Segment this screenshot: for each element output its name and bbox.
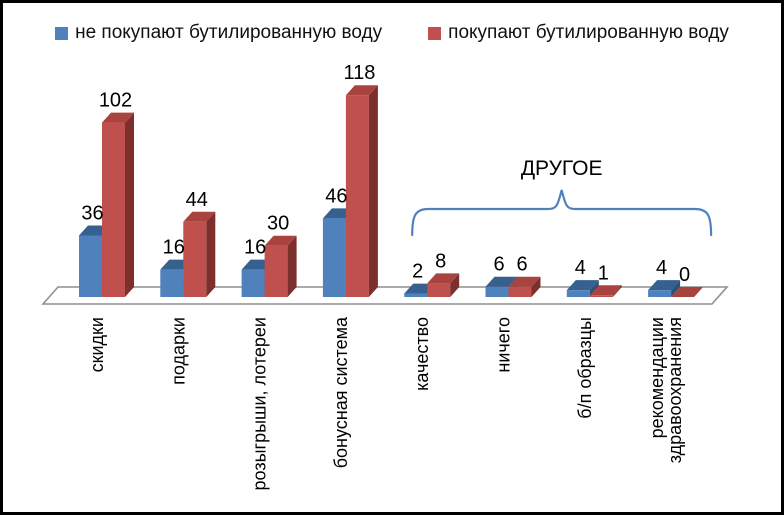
bar-front-face [241,269,265,297]
bar-front-face [508,286,532,297]
value-label: 4 [656,257,667,279]
value-label: 36 [81,202,103,224]
bar-front-face [160,269,184,297]
bar-red-0[interactable] [102,112,134,297]
bar-front-face [183,221,207,297]
bar-top-face [566,280,599,291]
brace-shape [411,189,713,237]
bar-top-face [648,280,681,291]
value-label: 44 [186,189,208,211]
bar-front-face [79,235,102,297]
legend-swatch-blue-icon [55,27,69,40]
bar-blue-7[interactable] [648,280,681,297]
bar-front-face [322,218,346,297]
value-label: 8 [435,250,446,272]
bar-red-3[interactable] [345,85,378,297]
value-label: 2 [412,261,423,283]
bar-top-face [345,85,378,96]
x-axis-label[interactable]: качество [412,317,432,391]
bar-front-face [404,293,428,297]
x-axis-label[interactable]: рекомендации [647,317,667,438]
chart-legend: не покупают бутилированную воду покупают… [3,3,781,44]
bar-side-face [125,112,134,297]
value-label: 102 [99,90,132,112]
value-label: 118 [343,62,375,84]
bar-top-face [508,276,541,287]
legend-label-not-buying: не покупают бутилированную воду [75,22,383,43]
chart-floor [41,286,729,305]
bar-front-face [345,95,369,297]
bar-top-face [264,235,297,246]
bars-group [79,85,704,297]
bar-side-face [287,235,297,297]
bar-side-face [671,280,681,297]
bar-top-face [102,112,134,123]
bar-top-face [427,273,460,284]
value-label: 16 [163,237,185,259]
bar-red-5[interactable] [508,276,541,297]
legend-label-buying: покупают бутилированную воду [448,22,729,43]
bar-side-face [450,273,460,297]
legend-item-not-buying[interactable]: не покупают бутилированную воду [55,22,382,44]
bar-top-face [671,287,704,297]
x-axis-group: скидки подарки розыгрыши, лотереи бонусная … [87,316,685,490]
x-axis-label[interactable]: ничего [494,317,514,373]
bar-red-4[interactable] [427,273,460,297]
value-label: 16 [244,237,266,259]
bar-side-face [531,276,541,297]
bar-front-face [589,295,613,297]
bar-front-face [264,245,288,297]
bar-red-1[interactable] [183,211,216,297]
bar-top-face [485,276,518,287]
x-axis-label[interactable]: подарки [168,317,188,385]
annotation-group: ДРУГОЕ [411,157,713,237]
x-axis-label[interactable]: розыгрыши, лотереи [250,317,270,490]
bar-front-face [648,290,672,297]
bar-red-7[interactable] [671,287,704,297]
x-axis-label[interactable]: здравоохранения [665,317,685,463]
value-label: 1 [598,262,609,284]
value-label: 46 [325,185,347,207]
bar-front-face [566,290,590,297]
bar-side-face [368,85,378,297]
value-label: 6 [493,254,504,276]
x-axis-label[interactable]: б/п образцы [575,317,595,419]
bar-front-face [427,283,451,297]
bar-top-face [589,285,622,296]
x-axis-label[interactable]: бонусная система [331,316,351,468]
bar-red-6[interactable] [589,285,622,297]
value-label: 30 [267,213,289,235]
x-axis-label[interactable]: скидки [87,317,107,372]
value-label: 6 [516,254,527,276]
bar-front-face [485,286,509,297]
annotation-label: ДРУГОЕ [521,157,603,180]
bar-top-face [183,211,216,222]
value-label: 0 [679,264,690,286]
chart-floor-group [41,286,729,305]
value-label: 4 [575,257,586,279]
bar-front-face [102,122,125,297]
legend-item-buying[interactable]: покупают бутилированную воду [428,22,729,44]
bar-red-2[interactable] [264,235,297,297]
bar-side-face [612,285,622,297]
legend-swatch-red-icon [428,27,442,40]
bar-side-face [206,211,216,297]
